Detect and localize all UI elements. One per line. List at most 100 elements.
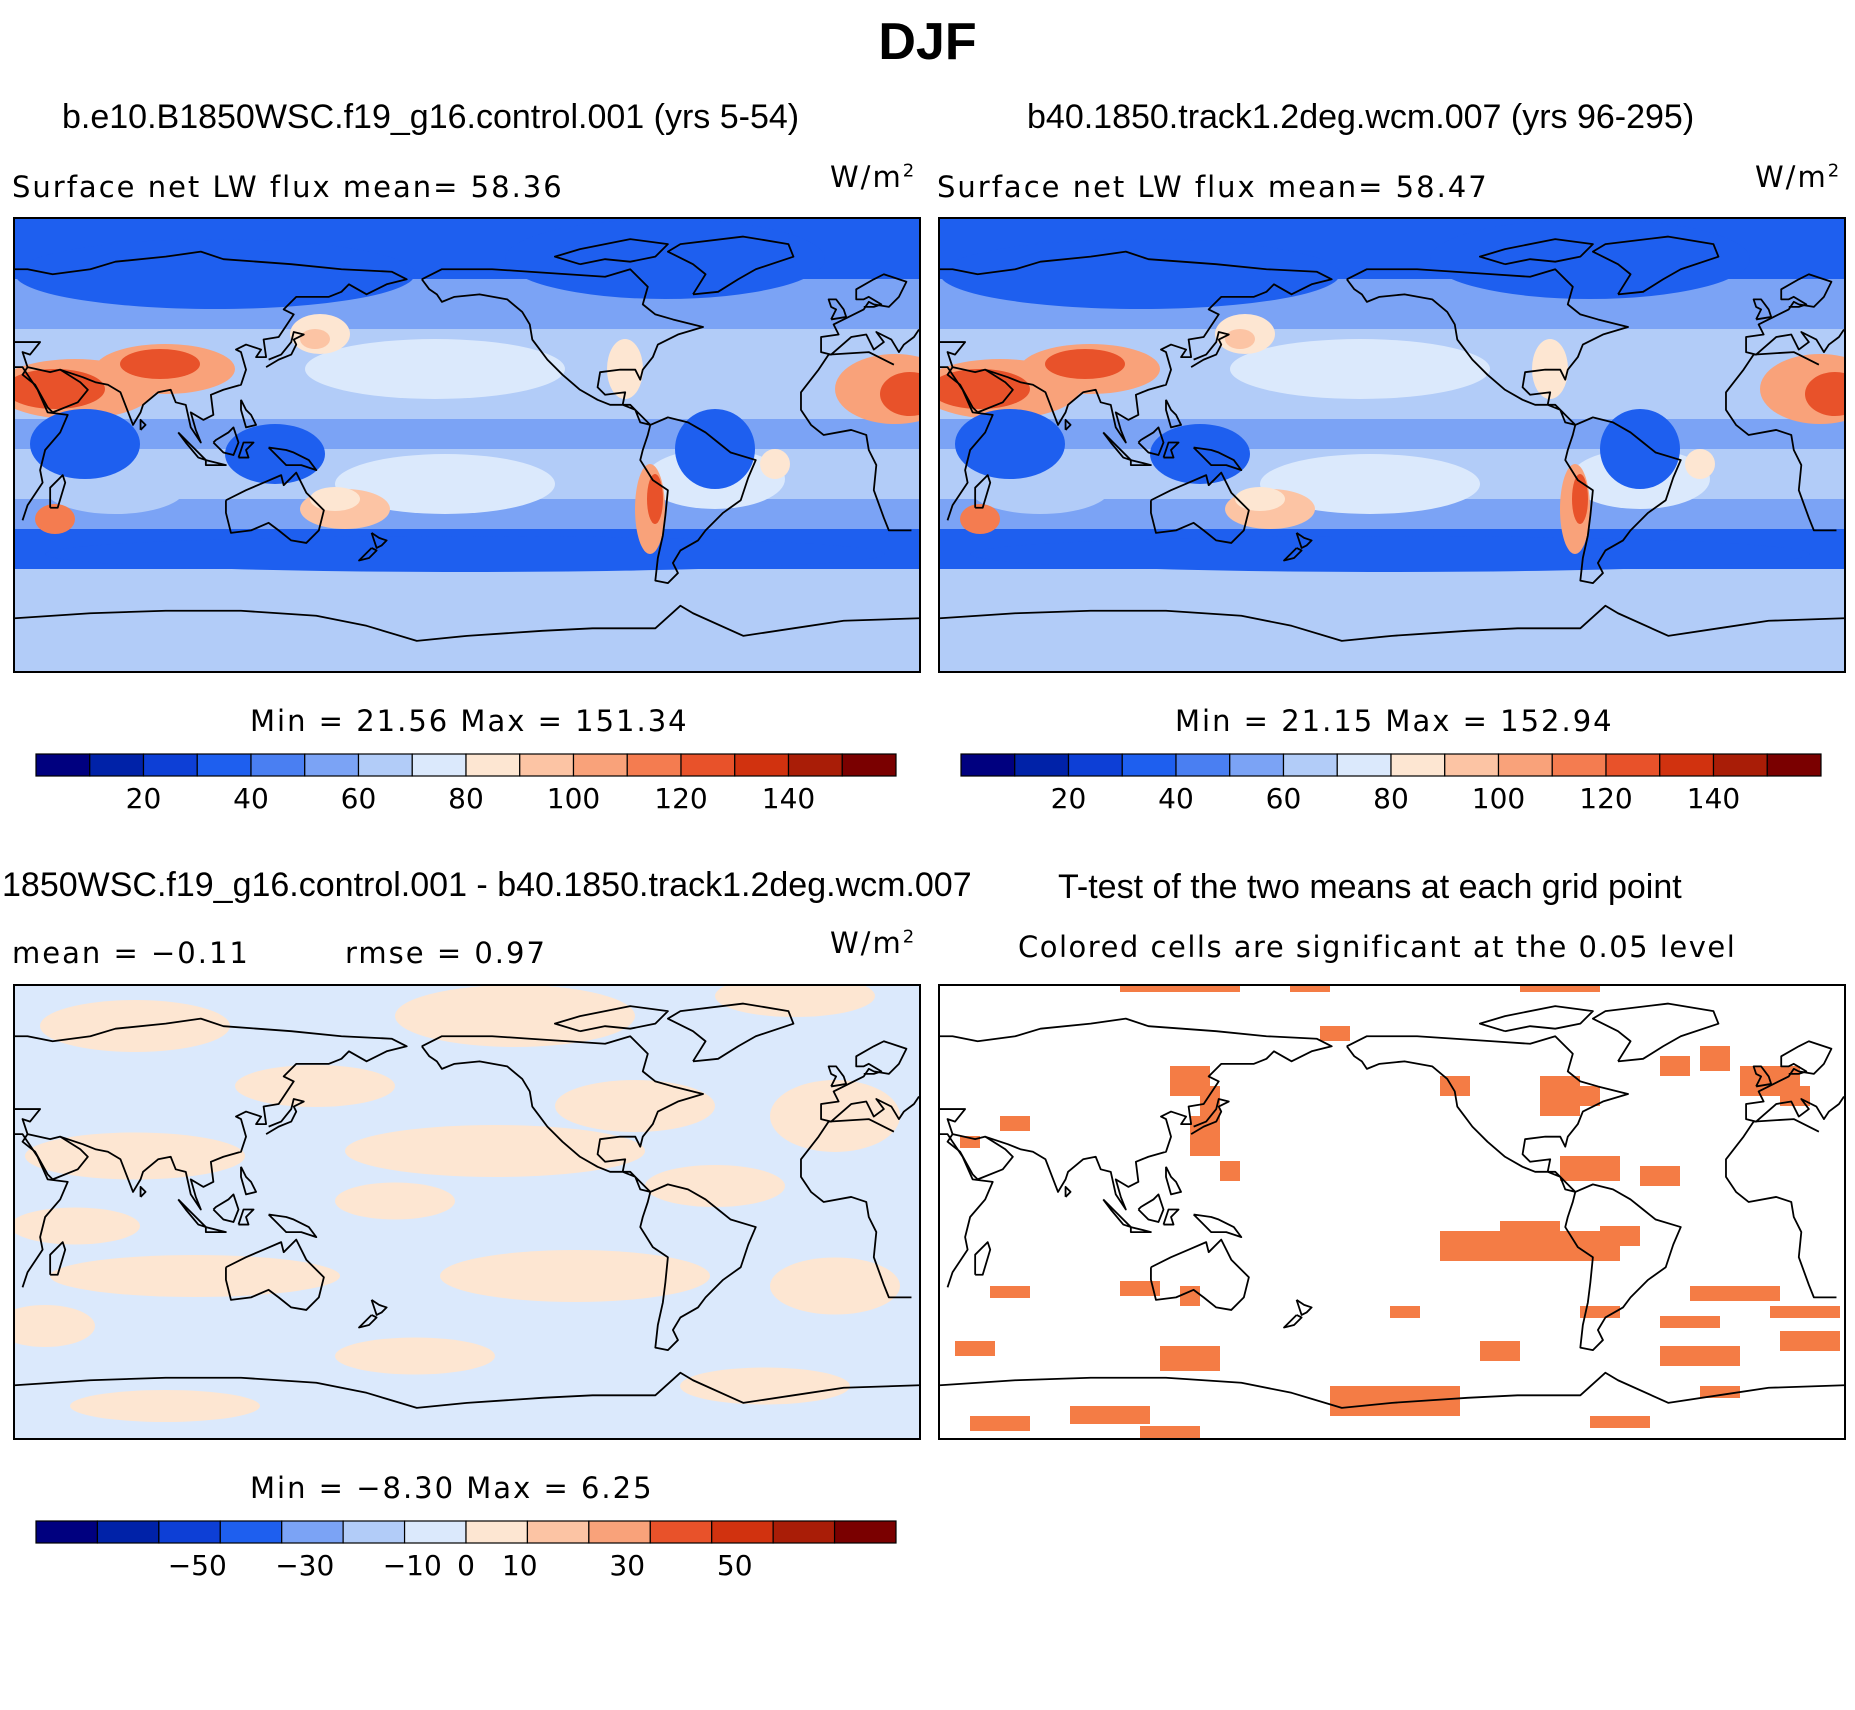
panel1-colorbar-cell [411, 753, 467, 777]
significant-cell [1780, 1331, 1840, 1351]
panel2-colorbar-cell [1014, 753, 1070, 777]
panel2-colorbar-tick-label: 20 [1051, 782, 1087, 815]
panel2-colorbar-cell [1336, 753, 1392, 777]
panel2-colorbar-cell [1390, 753, 1446, 777]
panel1-colorbar-tick-label: 20 [126, 782, 162, 815]
significant-cell [1700, 1386, 1740, 1398]
panel2-case-title: b40.1850.track1.2deg.wcm.007 (yrs 96-295… [1027, 98, 1695, 136]
panel3-colorbar-cell [465, 1520, 529, 1544]
significant-cell [1700, 1046, 1730, 1071]
significant-cell [1330, 1386, 1460, 1416]
panel1-minmax: Min = 21.56 Max = 151.34 [250, 704, 689, 738]
panel3-colorbar-cell [219, 1520, 283, 1544]
panel1-colorbar-cell [626, 753, 682, 777]
significant-cell [1120, 1281, 1160, 1296]
panel1-colorbar-tick-label: 40 [233, 782, 269, 815]
panel1-colorbar-tick-label: 140 [762, 782, 815, 815]
panel1-colorbar-cell [196, 753, 252, 777]
significant-cell [1160, 1346, 1220, 1371]
significant-cell [1590, 1416, 1650, 1428]
significant-cell [1580, 1086, 1600, 1106]
significant-cell [1540, 1076, 1580, 1116]
panel3-case-title: 1850WSC.f19_g16.control.001 - b40.1850.t… [2, 866, 972, 904]
panel2-colorbar-tick-label: 140 [1687, 782, 1740, 815]
panel1-colorbar-cell [250, 753, 306, 777]
panel3-colorbar-cell [711, 1520, 774, 1544]
panel1-colorbar-cell [841, 753, 897, 777]
panel3-colorbar-tick-label: 30 [609, 1549, 645, 1582]
panel2-stat-line: Surface net LW flux mean= 58.47 [937, 170, 1489, 204]
panel2-colorbar-cell [1121, 753, 1177, 777]
panel2-minmax: Min = 21.15 Max = 152.94 [1175, 704, 1614, 738]
panel3-colorbar-cell [342, 1520, 406, 1544]
panel2-colorbar-tick-label: 60 [1266, 782, 1302, 815]
panel1-colorbar-cell [519, 753, 575, 777]
panel3-minmax: Min = −8.30 Max = 6.25 [250, 1471, 654, 1505]
panel1-colorbar-cell [304, 753, 360, 777]
panel1-colorbar-tick-label: 100 [547, 782, 600, 815]
panel3-colorbar: −50 −30 −10 0 10 30 50 [35, 1520, 897, 1582]
panel1-colorbar-cell [787, 753, 843, 777]
panel1-colorbar-cell [734, 753, 790, 777]
panel2-colorbar-cell [1067, 753, 1123, 777]
significant-cell [1640, 1166, 1680, 1186]
panel1-colorbar-cell [465, 753, 521, 777]
panel1-stat-line: Surface net LW flux mean= 58.36 [12, 170, 564, 204]
panel3-colorbar-cell [588, 1520, 651, 1544]
significant-cell [1390, 1306, 1420, 1318]
significant-cell [1070, 1406, 1150, 1424]
panel3-colorbar-cell [281, 1520, 344, 1544]
panel2-colorbar-cell [1712, 753, 1768, 777]
panel3-colorbar-cell [649, 1520, 713, 1544]
significant-cell [1180, 1286, 1200, 1306]
panel3-colorbar-cell [96, 1520, 160, 1544]
panel3-colorbar-tick-label: 50 [717, 1549, 753, 1582]
panel3-mean-line: mean = −0.11 [12, 936, 250, 970]
coastline [940, 235, 1844, 642]
panel1-colorbar-tick-label: 60 [341, 782, 377, 815]
panel3-map [13, 984, 921, 1440]
panel1-colorbar-cell [35, 753, 91, 777]
significant-cell [1660, 1056, 1690, 1076]
panel4-case-title: T-test of the two means at each grid poi… [1058, 868, 1682, 906]
significant-cell [1120, 986, 1240, 992]
panel3-colorbar-tick-label: −30 [275, 1549, 334, 1582]
panel2-units: W/m2 [1755, 160, 1842, 194]
significant-cell [990, 1286, 1030, 1298]
panel2-colorbar-cell [1659, 753, 1715, 777]
panel3-colorbar-tick-label: −50 [168, 1549, 227, 1582]
panel2-colorbar-cell [1175, 753, 1231, 777]
panel3-colorbar-cell [526, 1520, 590, 1544]
significant-cell [1000, 1116, 1030, 1131]
coastline [15, 235, 919, 642]
significant-cell [1220, 1161, 1240, 1181]
panel1-case-title: b.e10.B1850WSC.f19_g16.control.001 (yrs … [62, 98, 800, 136]
panel2-colorbar-tick-label: 100 [1472, 782, 1525, 815]
panel2-colorbar-tick-label: 40 [1158, 782, 1194, 815]
panel2-colorbar-cell [1766, 753, 1822, 777]
significant-cell [1600, 1226, 1640, 1246]
panel2-colorbar-cell [960, 753, 1016, 777]
panel1-colorbar-cell [572, 753, 628, 777]
panel4-subtitle: Colored cells are significant at the 0.0… [1018, 930, 1737, 964]
panel1-colorbar-cell [357, 753, 413, 777]
panel2-colorbar-tick-label: 80 [1373, 782, 1409, 815]
significant-cell [955, 1341, 995, 1356]
panel3-colorbar-tick-label: −10 [383, 1549, 442, 1582]
significant-cell [1520, 986, 1600, 992]
panel3-colorbar-tick-label: 10 [502, 1549, 538, 1582]
panel2-colorbar-cell [1229, 753, 1285, 777]
panel2-colorbar-cell [1444, 753, 1500, 777]
panel1-map [13, 217, 921, 673]
panel3-colorbar-cell [158, 1520, 221, 1544]
panel2-colorbar-cell [1282, 753, 1338, 777]
coastline [15, 1002, 919, 1409]
significant-cell [1320, 1026, 1350, 1041]
figure-title: DJF [878, 13, 977, 71]
panel3-colorbar-cell [35, 1520, 99, 1544]
panel1-colorbar-tick-label: 120 [654, 782, 707, 815]
significant-cell [1660, 1316, 1720, 1328]
panel2-colorbar-tick-label: 120 [1579, 782, 1632, 815]
significant-cell [1690, 1286, 1780, 1301]
significant-cell [1770, 1306, 1840, 1318]
